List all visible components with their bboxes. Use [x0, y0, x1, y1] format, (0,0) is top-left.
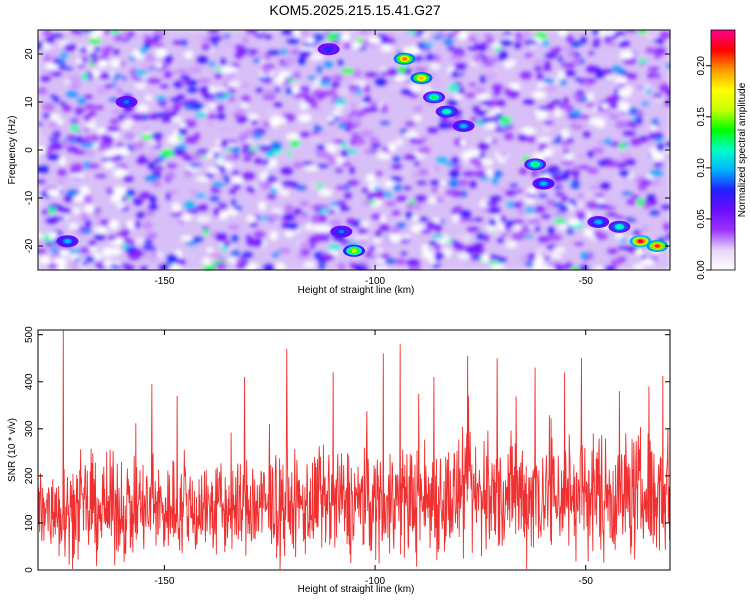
heatmap-y-tick-label: -20 [24, 238, 35, 253]
snr-y-tick-label: 400 [24, 373, 35, 390]
colorbar-label: Normalized spectral amplitude [737, 82, 748, 217]
snr-axes: -150 -100 -50 0 100 200 300 400 500 [24, 326, 670, 587]
heatmap-hotspot-10-core [637, 239, 644, 243]
colorbar-tick-label: 0.00 [696, 260, 707, 280]
heatmap-y-tick-label: 10 [24, 96, 35, 108]
snr-x-tick-label: -150 [154, 576, 174, 587]
snr-y-tick-label: 500 [24, 326, 35, 343]
heatmap-hotspot-5-core [532, 162, 538, 167]
snr-frame [37, 329, 671, 571]
heatmap-x-tick-label: -50 [579, 276, 594, 287]
colorbar-tick-label: 0.05 [696, 209, 707, 229]
heatmap-hotspot-15-core [325, 47, 332, 51]
colorbar-tick-label: 0.15 [696, 107, 707, 127]
snr-y-tick-label: 200 [24, 467, 35, 484]
snr-panel: -150 -100 -50 0 100 200 300 400 500 Height of st… [7, 326, 671, 595]
snr-y-axis-label: SNR (10 * v/v) [7, 418, 18, 482]
snr-x-tick-label: -100 [365, 576, 385, 587]
heatmap-hotspot-4-core [460, 124, 467, 128]
snr-series-line [38, 330, 670, 570]
heatmap-y-tick-label: 0 [24, 147, 35, 153]
heatmap-hotspot-0-core [401, 57, 408, 61]
colorbar-ticks: 0.00 0.05 0.10 0.15 0.20 [696, 56, 711, 280]
heatmap-hotspot-6-core [540, 181, 547, 186]
snr-x-axis-label: Height of straight line (km) [298, 584, 415, 595]
colorbar-tick-label: 0.10 [696, 158, 707, 178]
snr-y-tick-label: 0 [24, 567, 35, 573]
heatmap-hotspot-14-core [64, 239, 71, 243]
colorbar: 0.00 0.05 0.10 0.15 0.20 Normalized spectral… [696, 29, 748, 280]
heatmap-hotspot-8-core [338, 229, 345, 234]
snr-y-tick-label: 100 [24, 514, 35, 531]
chart-title: KOM5.2025.215.15.41.G27 [269, 2, 440, 18]
heatmap-hotspot-1-core [418, 76, 425, 80]
colorbar-tick-label: 0.20 [696, 56, 707, 76]
heatmap-texture [38, 30, 670, 270]
heatmap-y-tick-label: -10 [24, 190, 35, 205]
heatmap-x-axis-label: Height of straight line (km) [298, 285, 415, 296]
heatmap-x-tick-label: -150 [154, 276, 174, 287]
colorbar-gradient [710, 29, 736, 271]
heatmap-hotspot-12-core [595, 220, 602, 224]
heatmap-hotspot-2-core [431, 95, 437, 99]
heatmap-hotspot-13-core [123, 100, 130, 104]
heatmap-hotspot-3-core [443, 109, 450, 114]
heatmap-y-axis-label: Frequency (Hz) [7, 116, 18, 185]
heatmap-cells [38, 30, 670, 270]
snr-y-tick-label: 300 [24, 420, 35, 437]
heatmap-hotspot-9-core [616, 225, 623, 229]
heatmap-y-tick-label: 20 [24, 48, 35, 60]
snr-x-tick-label: -50 [579, 576, 594, 587]
heatmap-x-tick-label: -100 [365, 276, 385, 287]
heatmap-hotspot-7-core [351, 249, 357, 253]
heatmap-hotspot-11-core [654, 244, 661, 248]
